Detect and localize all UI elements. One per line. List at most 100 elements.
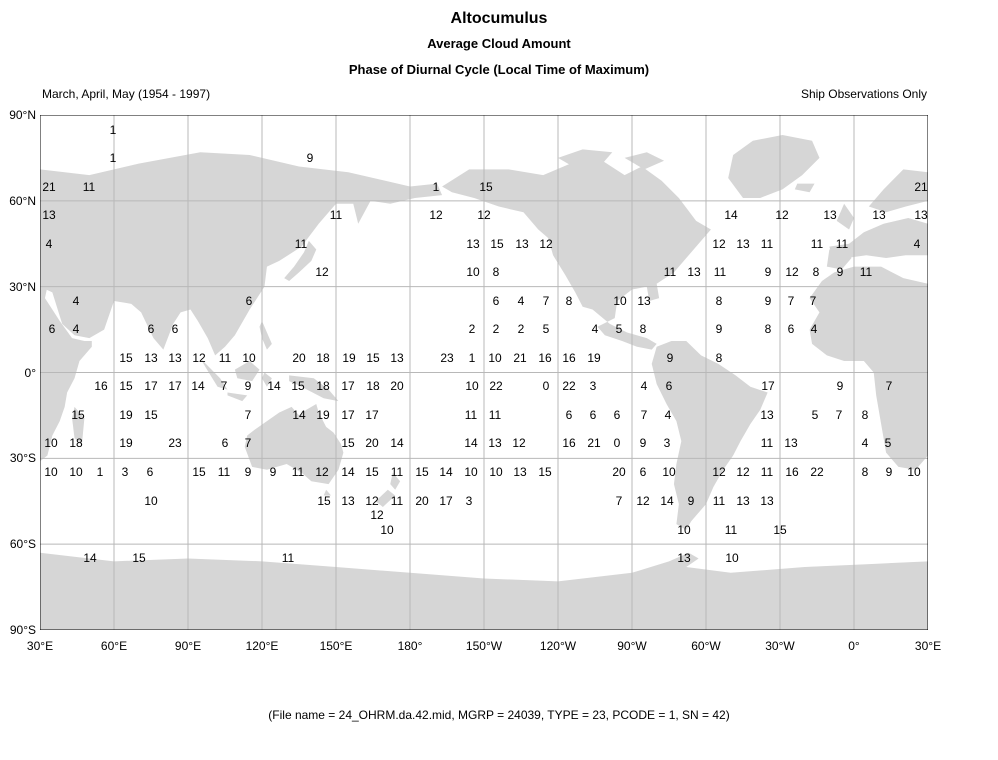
cell-value: 0 <box>613 436 621 450</box>
cell-value: 7 <box>244 436 252 450</box>
cell-value: 17 <box>168 379 182 393</box>
lat-tick-label: 30°N <box>9 279 36 294</box>
cell-value: 15 <box>490 237 504 251</box>
cell-value: 10 <box>725 551 739 565</box>
landmass-new-zealand-south <box>375 489 396 507</box>
cell-value: 4 <box>517 294 525 308</box>
lon-tick-label: 120°E <box>245 639 279 653</box>
cell-value: 23 <box>440 351 454 365</box>
cell-value: 8 <box>639 322 647 336</box>
cell-value: 11 <box>329 208 343 222</box>
cell-value: 12 <box>365 494 379 508</box>
cell-value: 6 <box>639 465 647 479</box>
cell-value: 5 <box>811 408 819 422</box>
cell-value: 14 <box>464 436 478 450</box>
cell-value: 11 <box>712 494 726 508</box>
landmass-japan <box>284 240 317 281</box>
landmass-sakhalin <box>296 218 304 241</box>
cell-value: 15 <box>291 379 305 393</box>
cell-value: 15 <box>144 408 158 422</box>
cell-value: 4 <box>591 322 599 336</box>
cell-value: 12 <box>539 237 553 251</box>
cell-value: 20 <box>390 379 404 393</box>
landmass-iberia <box>826 249 852 270</box>
lon-tick-label: 180° <box>397 639 423 653</box>
lon-tick-label: 30°E <box>26 639 54 653</box>
cell-value: 4 <box>810 322 818 336</box>
cell-value: 13 <box>760 408 774 422</box>
cell-value: 9 <box>764 294 772 308</box>
cell-value: 6 <box>245 294 253 308</box>
source-label: Ship Observations Only <box>800 87 927 101</box>
cell-value: 20 <box>292 351 306 365</box>
page-title: Altocumulus <box>450 10 548 27</box>
cell-value: 10 <box>144 494 158 508</box>
landmass-south-america <box>651 341 768 530</box>
landmass-new-guinea <box>289 375 339 402</box>
cell-value: 15 <box>317 494 331 508</box>
cell-value: 18 <box>366 379 380 393</box>
cell-value: 14 <box>724 208 738 222</box>
cell-value: 8 <box>861 408 869 422</box>
cell-value: 13 <box>736 494 750 508</box>
cell-value: 13 <box>144 351 158 365</box>
cell-value: 6 <box>613 408 621 422</box>
cell-value: 1 <box>432 180 440 194</box>
landmass-madagascar <box>72 406 85 445</box>
lat-tick-label: 90°N <box>9 108 36 122</box>
cell-value: 22 <box>562 379 576 393</box>
cell-value: 6 <box>221 436 229 450</box>
cell-value: 12 <box>736 465 750 479</box>
cell-value: 20 <box>612 465 626 479</box>
cell-value: 10 <box>69 465 83 479</box>
cell-value: 7 <box>244 408 252 422</box>
cell-value: 19 <box>587 351 601 365</box>
cell-value: 11 <box>835 237 849 251</box>
subtitle-phase: Phase of Diurnal Cycle (Local Time of Ma… <box>348 62 650 77</box>
cell-value: 11 <box>390 465 404 479</box>
lat-tick-label: 60°N <box>9 193 36 208</box>
lon-tick-label: 0° <box>848 639 860 653</box>
cell-value: 9 <box>764 265 772 279</box>
cell-value: 10 <box>242 351 256 365</box>
cell-value: 10 <box>613 294 627 308</box>
cell-value: 13 <box>513 465 527 479</box>
landmass-australia <box>244 403 344 485</box>
cell-value: 11 <box>217 465 231 479</box>
cell-value: 7 <box>640 408 648 422</box>
landmass-celebes <box>262 372 272 387</box>
landmass-north-america <box>442 160 711 350</box>
cell-value: 15 <box>71 408 85 422</box>
cell-value: 6 <box>147 322 155 336</box>
cell-value: 18 <box>316 351 330 365</box>
cell-value: 2 <box>468 322 476 336</box>
cell-value: 13 <box>168 351 182 365</box>
cell-value: 11 <box>713 265 727 279</box>
cell-value: 12 <box>636 494 650 508</box>
cell-value: 10 <box>677 523 691 537</box>
world-map: 1 1 9 21 11 1 15 21 13 11 12 12 14 12 13 13 13 4 11 13 15 13 1… <box>40 115 928 630</box>
cell-value: 9 <box>715 322 723 336</box>
cell-value: 19 <box>342 351 356 365</box>
cell-value: 6 <box>665 379 673 393</box>
landmass-africa-west <box>809 266 928 470</box>
cell-value: 12 <box>192 351 206 365</box>
cell-value: 12 <box>370 508 384 522</box>
lon-tick-label: 30°E <box>914 639 942 653</box>
cell-value: 1 <box>96 465 104 479</box>
cell-value: 16 <box>785 465 799 479</box>
cell-value: 15 <box>538 465 552 479</box>
cell-value: 17 <box>144 379 158 393</box>
cell-value: 6 <box>146 465 154 479</box>
lat-tick-label: 30°S <box>9 451 36 466</box>
cell-value: 2 <box>492 322 500 336</box>
cell-value: 13 <box>736 237 750 251</box>
cell-value: 11 <box>488 408 502 422</box>
cell-value: 11 <box>291 465 305 479</box>
cell-value: 3 <box>121 465 129 479</box>
season-label: March, April, May (1954 - 1997) <box>42 87 211 101</box>
cell-value: 12 <box>315 465 329 479</box>
lon-tick-label: 90°E <box>174 639 202 653</box>
cell-value: 17 <box>341 379 355 393</box>
